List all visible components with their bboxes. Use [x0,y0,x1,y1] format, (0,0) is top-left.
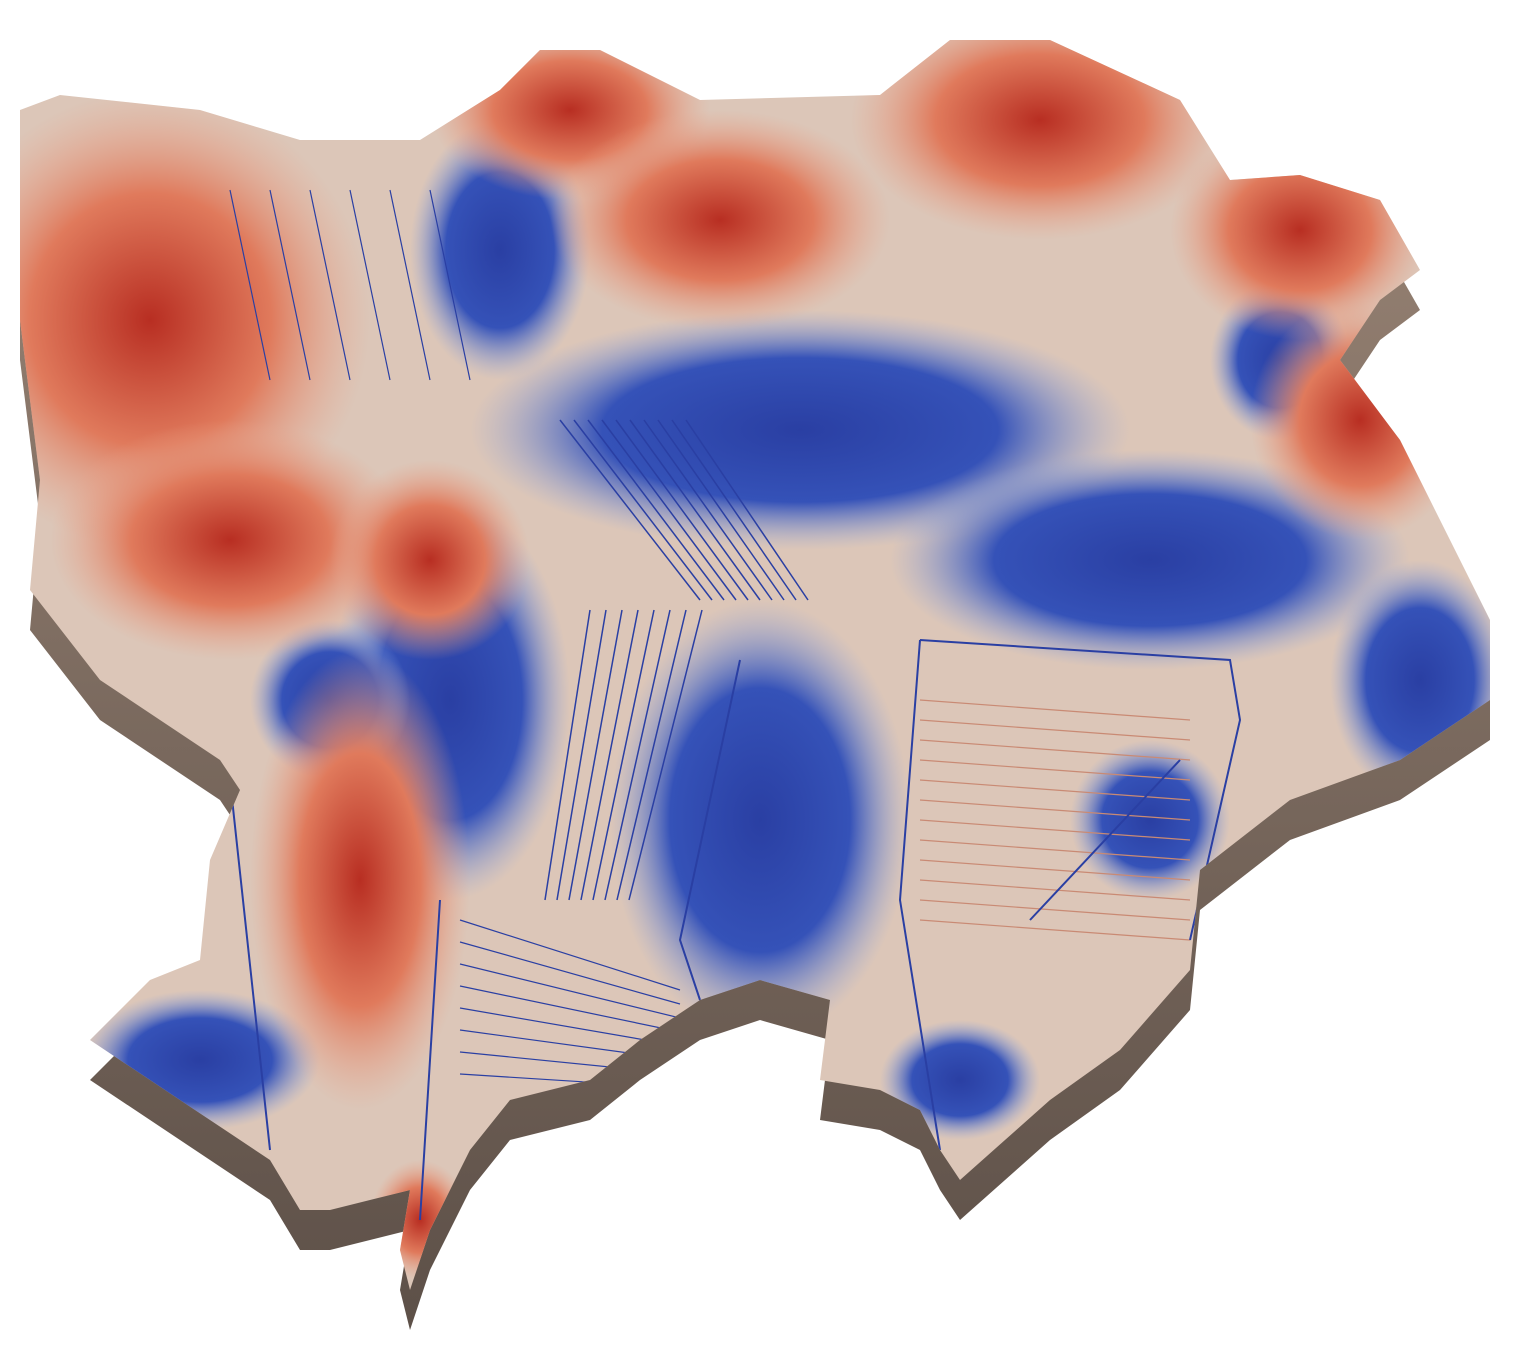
field-line [568,609,623,901]
field-line [643,419,773,601]
field-line [601,419,737,601]
field-line [919,899,1191,921]
highland-area [50,420,410,660]
field-line [592,609,655,901]
lowland-area [890,450,1410,670]
field-line [389,189,431,381]
field-line [919,879,1191,901]
field-line [229,189,271,381]
field-line [919,799,1191,821]
field-line [919,699,1191,721]
field-line [544,609,591,901]
field-line [573,419,713,601]
field-line [919,719,1191,741]
field-line [919,819,1191,841]
field-line [628,609,703,901]
field-line [459,941,681,1005]
field-line [657,419,785,601]
field-line [459,985,681,1033]
field-line [429,189,471,381]
highland-area [550,110,890,330]
field-line [919,919,1191,941]
field-line [349,189,391,381]
field-line [556,609,607,901]
lowland-area [610,600,910,1040]
field-line [587,419,725,601]
field-line [919,859,1191,881]
road-line [229,659,741,1221]
field-line [459,963,681,1019]
field-line [919,839,1191,861]
field-line [919,739,1191,761]
field-line [919,759,1191,781]
lowland-area [880,1020,1040,1140]
highland-area [250,650,470,1110]
highland-area [330,460,530,660]
terrain-features [20,40,1490,1280]
field-line [459,919,681,991]
road-line [898,639,1242,1151]
field-line [629,419,761,601]
field-line [604,609,671,901]
field-line [615,419,749,601]
field-line [269,189,311,381]
field-line [671,419,797,601]
field-line [559,419,701,601]
field-line [309,189,351,381]
field-line [616,609,687,901]
field-line [580,609,639,901]
field-line [685,419,809,601]
highland-area [850,40,1230,240]
